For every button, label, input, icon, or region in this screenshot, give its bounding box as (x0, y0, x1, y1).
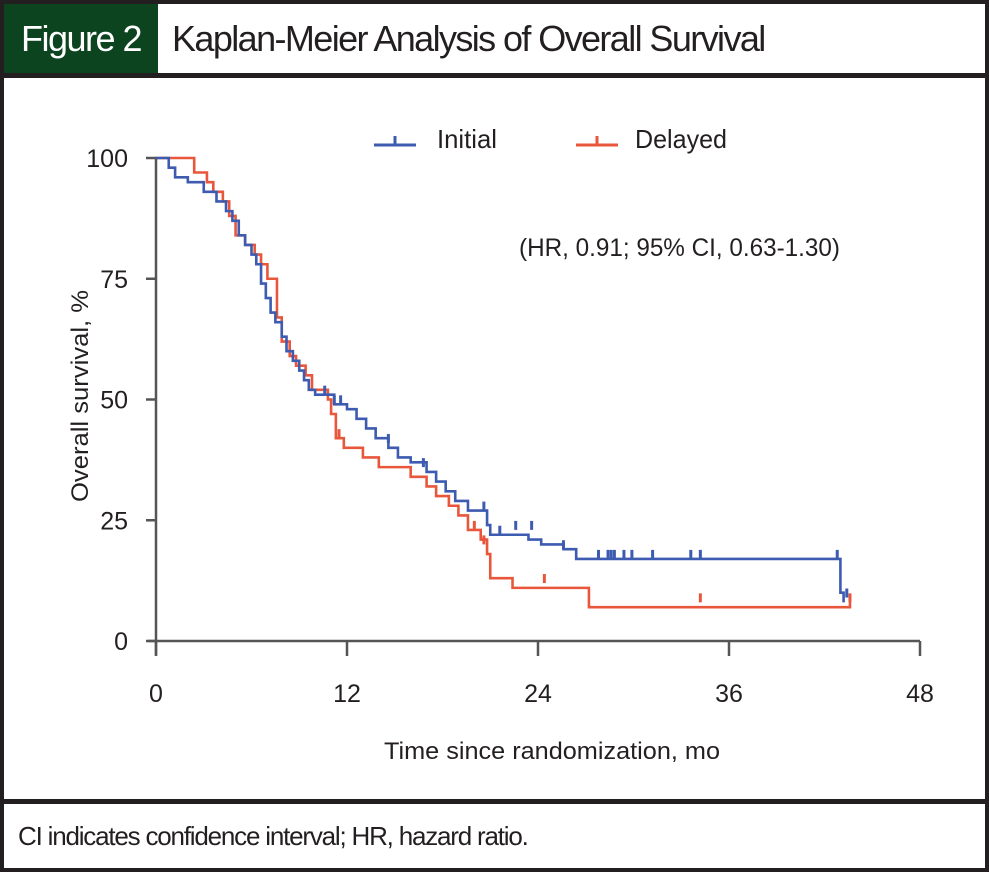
x-tick-label: 0 (149, 680, 163, 708)
x-axis-title: Time since randomization, mo (384, 738, 720, 765)
y-tick-label: 0 (114, 628, 128, 656)
x-tick-label: 48 (906, 680, 934, 708)
footnote: CI indicates confidence interval; HR, ha… (18, 820, 529, 851)
x-tick-label: 36 (715, 680, 743, 708)
y-axis-title: Overall survival, % (67, 290, 94, 502)
km-curve-initial (156, 156, 845, 603)
km-curve-delayed (156, 156, 852, 609)
figure-header: Figure 2 Kaplan-Meier Analysis of Overal… (4, 4, 985, 78)
y-tick-label: 100 (86, 145, 128, 173)
legend: Initial Delayed (374, 124, 727, 154)
axes: 0 25 50 75 100 0 12 24 36 48 (86, 145, 934, 708)
legend-label-delayed: Delayed (635, 124, 727, 154)
hazard-ratio-annotation: (HR, 0.91; 95% CI, 0.63-1.30) (519, 234, 840, 262)
x-tick-label: 12 (333, 680, 361, 708)
figure-footer: CI indicates confidence interval; HR, ha… (4, 799, 985, 868)
y-tick-label: 75 (100, 266, 128, 294)
legend-label-initial: Initial (437, 124, 497, 154)
y-tick-label: 50 (100, 387, 128, 415)
figure-label: Figure 2 (4, 4, 158, 73)
y-tick-label: 25 (100, 507, 128, 535)
figure-title: Kaplan-Meier Analysis of Overall Surviva… (172, 17, 766, 59)
survival-curves (156, 156, 852, 609)
x-tick-label: 24 (524, 680, 552, 708)
